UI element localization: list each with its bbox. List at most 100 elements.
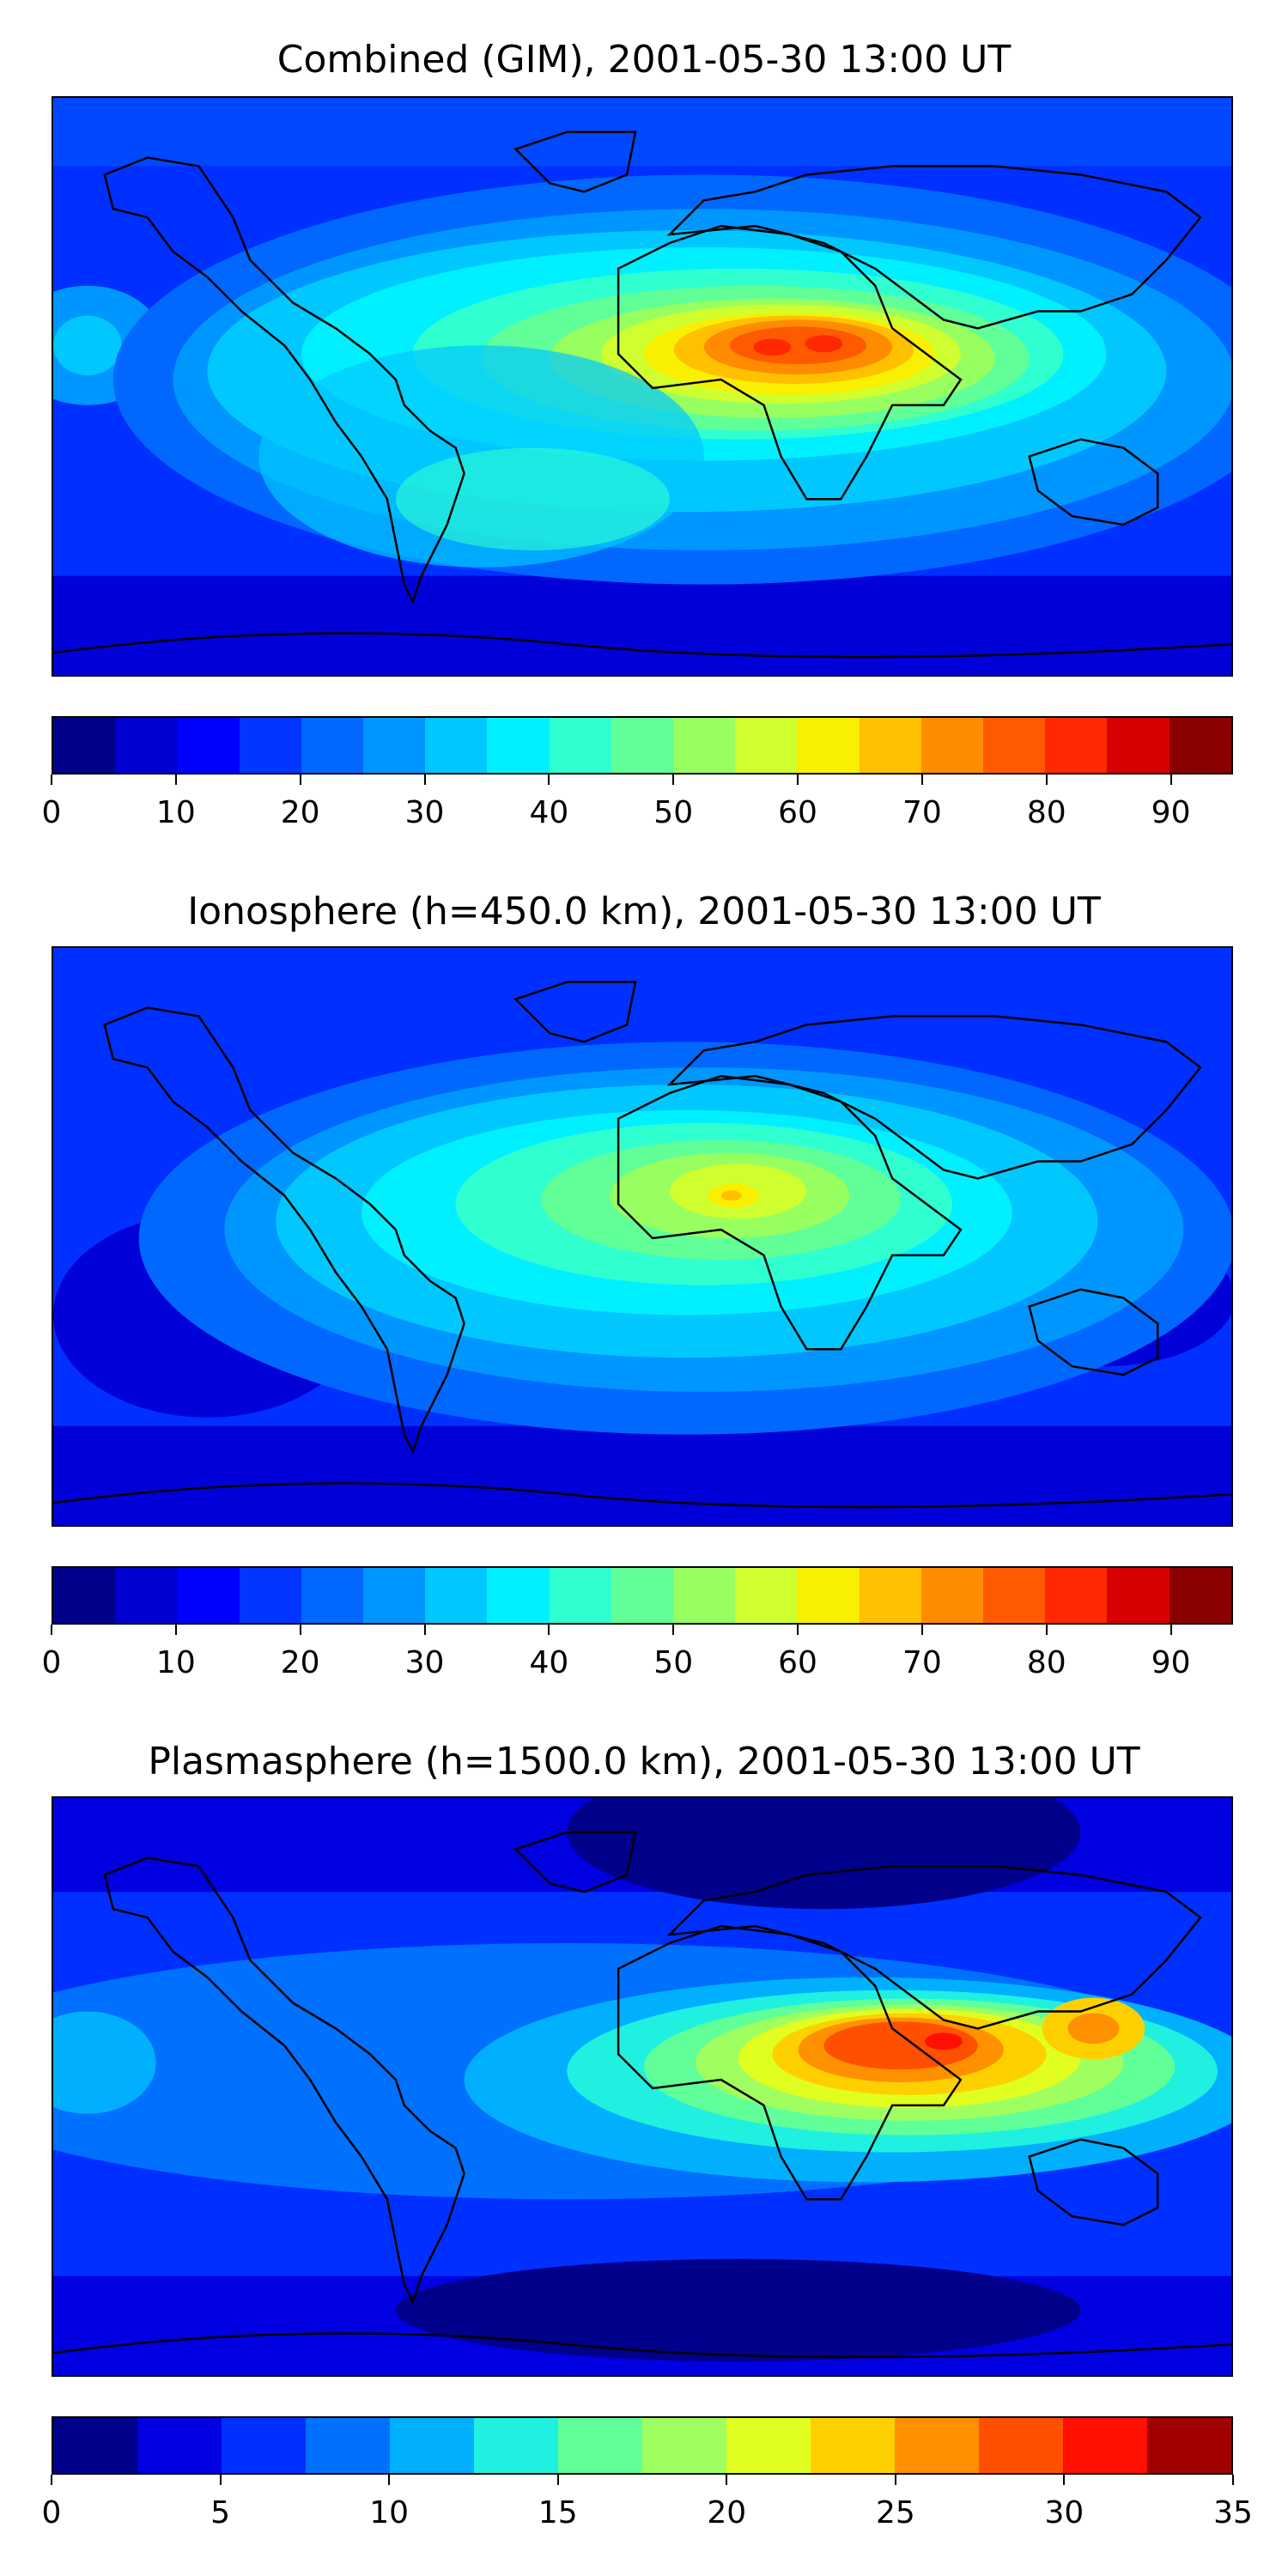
colorbar-combined (52, 716, 1233, 775)
colorbar-tick-mark (556, 2475, 559, 2485)
colorbar-segment (1169, 718, 1231, 773)
colorbar-tick-mark (388, 2475, 391, 2485)
colorbar-segment (797, 1568, 860, 1623)
colorbar-tick-label: 25 (875, 2495, 915, 2530)
colorbar-ticks-plasmasphere: 0 5 10 15 20 25 30 35 (42, 2475, 1253, 2530)
colorbar-tick-mark (51, 1625, 52, 1635)
colorbar-tick-label: 90 (1151, 795, 1191, 830)
colorbar-segment (363, 718, 426, 773)
colorbar-segment (920, 718, 984, 773)
colorbar-segment (53, 718, 116, 773)
colorbar-segment (735, 1568, 798, 1623)
colorbar-segment (177, 718, 240, 773)
colorbar-tick-mark (548, 1625, 550, 1635)
colorbar-tick-mark (1063, 2475, 1066, 2485)
colorbar-tick-label: 15 (538, 2495, 578, 2530)
colorbar-segment (895, 2418, 979, 2473)
colorbar-ticks-combined: 0 10 20 30 40 50 60 70 80 90 (42, 775, 1233, 830)
colorbar-segment (115, 718, 178, 773)
colorbar-ionosphere (52, 1566, 1233, 1625)
colorbar-tick-mark (174, 775, 177, 785)
colorbar-segment (301, 1568, 364, 1623)
colorbar-tick-mark (1170, 1625, 1172, 1635)
colorbar-tick-label: 20 (280, 795, 320, 830)
colorbar-ticks-ionosphere: 0 10 20 30 40 50 60 70 80 90 (42, 1625, 1233, 1680)
colorbar-tick-label: 10 (155, 795, 196, 830)
colorbar-tick-mark (920, 1625, 923, 1635)
colorbar-segment (611, 1568, 674, 1623)
colorbar-segment (549, 1568, 611, 1623)
colorbar-tick-label: 50 (653, 1645, 694, 1680)
colorbar-tick-label: 40 (529, 795, 569, 830)
colorbar-segment (673, 718, 736, 773)
colorbar-tick-mark (51, 775, 52, 785)
colorbar-tick-mark (1045, 775, 1048, 785)
colorbar-tick-label: 0 (41, 1645, 62, 1680)
colorbar-tick-label: 80 (1026, 795, 1066, 830)
colorbar-segment (983, 1568, 1046, 1623)
colorbar-segment (859, 718, 921, 773)
colorbar-tick-label: 70 (902, 795, 942, 830)
colorbar-segment (222, 2418, 306, 2473)
colorbar-tick-mark (219, 2475, 222, 2485)
colorbar-segment (53, 1568, 116, 1623)
colorbar-tick-mark (894, 2475, 896, 2485)
colorbar-segment (487, 718, 550, 773)
colorbar-tick-label: 10 (369, 2495, 410, 2530)
panel-title-plasmasphere: Plasmasphere (h=1500.0 km), 2001-05-30 1… (148, 1740, 1140, 1783)
panel-title-combined: Combined (GIM), 2001-05-30 13:00 UT (276, 38, 1012, 82)
colorbar-segment (306, 2418, 390, 2473)
colorbar-tick-label: 60 (778, 1645, 817, 1680)
colorbar-segment (115, 1568, 178, 1623)
panel-title-ionosphere: Ionosphere (h=450.0 km), 2001-05-30 13:0… (187, 890, 1101, 933)
colorbar-segment (1147, 2418, 1231, 2473)
colorbar-tick-mark (797, 1625, 799, 1635)
colorbar-tick-label: 5 (210, 2495, 231, 2530)
tec-contour-map-plasmasphere (53, 1798, 1231, 2375)
colorbar-tick-label: 70 (902, 1645, 942, 1680)
colorbar-tick-mark (726, 2475, 728, 2485)
map-plasmasphere (52, 1796, 1233, 2377)
colorbar-tick-label: 90 (1151, 1645, 1191, 1680)
colorbar-tick-mark (672, 775, 675, 785)
colorbar-tick-label: 80 (1026, 1645, 1066, 1680)
colorbar-tick-label: 20 (707, 2495, 747, 2530)
colorbar-tick-mark (920, 775, 923, 785)
colorbar-segment (983, 718, 1046, 773)
colorbar-tick-label: 35 (1213, 2495, 1253, 2530)
colorbar-segment (859, 1568, 921, 1623)
colorbar-segment (673, 1568, 736, 1623)
colorbar-segment (177, 1568, 240, 1623)
colorbar-segment (979, 2418, 1063, 2473)
tec-contour-map-combined (53, 98, 1231, 675)
colorbar-segment (1169, 1568, 1231, 1623)
colorbar-tick-label: 40 (529, 1645, 569, 1680)
colorbar-segment (1045, 1568, 1108, 1623)
colorbar-segment (735, 718, 798, 773)
colorbar-segment (642, 2418, 726, 2473)
colorbar-tick-mark (174, 1625, 177, 1635)
colorbar-segment (726, 2418, 811, 2473)
colorbar-tick-mark (548, 775, 550, 785)
colorbar-segment (920, 1568, 984, 1623)
colorbar-segment (425, 718, 488, 773)
colorbar-tick-label: 60 (778, 795, 817, 830)
colorbar-segment (549, 718, 611, 773)
colorbar-segment (1045, 718, 1108, 773)
colorbar-segment (239, 718, 301, 773)
colorbar-tick-mark (51, 2475, 52, 2485)
colorbar-segment (797, 718, 860, 773)
colorbar-segment (1107, 1568, 1170, 1623)
colorbar-tick-label: 30 (404, 1645, 445, 1680)
colorbar-tick-label: 30 (404, 795, 445, 830)
colorbar-segment (487, 1568, 550, 1623)
tec-contour-map-ionosphere (53, 948, 1231, 1525)
colorbar-segment (390, 2418, 474, 2473)
colorbar-segment (363, 1568, 426, 1623)
colorbar-tick-label: 0 (41, 2495, 62, 2530)
colorbar-segment (558, 2418, 642, 2473)
colorbar-segment (239, 1568, 301, 1623)
colorbar-plasmasphere (52, 2416, 1233, 2475)
colorbar-tick-mark (672, 1625, 675, 1635)
colorbar-tick-mark (1045, 1625, 1048, 1635)
